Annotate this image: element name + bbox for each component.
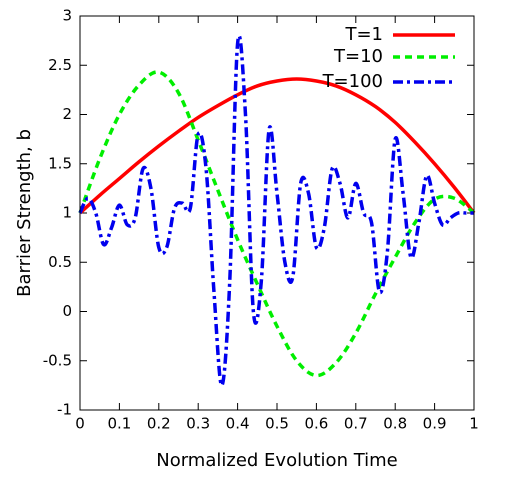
y-tick-label: 1 [62, 204, 72, 222]
series-line [78, 70, 476, 378]
legend-label: T=1 [344, 24, 383, 45]
y-axis-label: Barrier Strength, b [14, 129, 35, 297]
y-tick-label: 0.5 [48, 253, 72, 271]
y-tick-label: 1.5 [48, 154, 72, 172]
x-tick-label: 0.9 [423, 415, 447, 433]
x-tick-label: 0.3 [186, 415, 210, 433]
legend-label: T=10 [333, 46, 383, 67]
y-tick-label: 2 [62, 105, 72, 123]
legend-label: T=100 [322, 71, 383, 92]
series-line [78, 34, 474, 388]
x-tick-label: 0 [75, 415, 85, 433]
y-tick-label: -0.5 [43, 351, 72, 369]
x-tick-label: 0.7 [344, 415, 368, 433]
x-tick-label: 1 [469, 415, 479, 433]
x-tick-label: 0.8 [383, 415, 407, 433]
series-line [78, 77, 476, 215]
y-tick-label: 3 [62, 7, 72, 25]
y-tick-label: -1 [57, 401, 72, 419]
x-tick-label: 0.4 [226, 415, 250, 433]
plot-frame [79, 15, 475, 411]
y-tick-label: 0 [62, 302, 72, 320]
x-tick-label: 0.6 [304, 415, 328, 433]
x-tick-label: 0.5 [265, 415, 289, 433]
y-tick-label: 2.5 [48, 56, 72, 74]
x-tick-label: 0.1 [107, 415, 131, 433]
x-axis-label: Normalized Evolution Time [156, 450, 398, 471]
x-tick-label: 0.2 [147, 415, 171, 433]
